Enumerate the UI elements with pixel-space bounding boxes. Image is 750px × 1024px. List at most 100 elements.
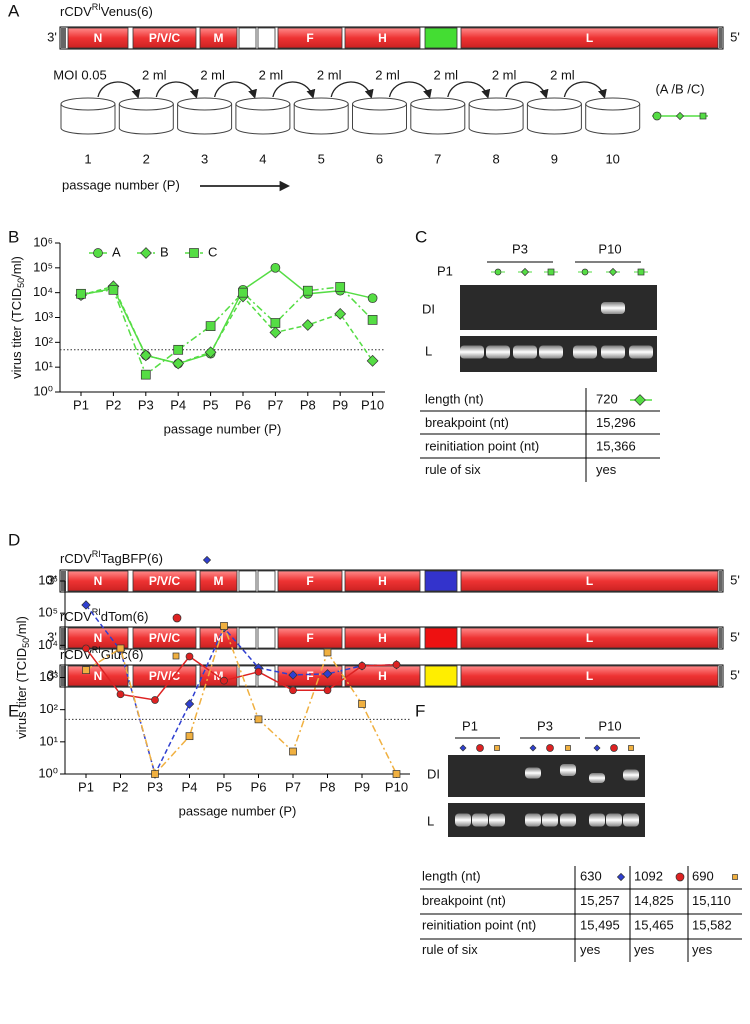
gel-band (629, 345, 653, 359)
transfer-label: 2 ml (492, 67, 517, 82)
data-point (270, 318, 281, 328)
gene-label: P/V/C (149, 631, 181, 645)
lane-label: P1 (437, 263, 453, 278)
table-cell: breakpoint (nt) (425, 415, 509, 430)
dish (235, 104, 291, 135)
data-point (205, 321, 216, 331)
gene-label: P/V/C (149, 669, 181, 683)
legend-label: A (112, 244, 121, 259)
transfer-label: 2 ml (200, 67, 225, 82)
label-part: /ml) (14, 616, 29, 638)
y-tick-label: 10² (34, 334, 53, 349)
gene-label: P/V/C (149, 31, 181, 45)
table-cell: yes (692, 942, 713, 957)
gel-band (460, 345, 484, 359)
genome-end (61, 628, 66, 648)
passage-number: 5 (318, 151, 325, 166)
x-axis-label: passage number (P) (179, 803, 297, 818)
panel-label: F (415, 701, 425, 720)
data-point (323, 648, 332, 657)
gel-band (539, 345, 563, 359)
gene-segment (132, 627, 197, 649)
gel-band (589, 773, 605, 783)
lane-symbol (529, 744, 537, 752)
name-part: TagBFP(6) (101, 551, 163, 566)
dish-top (293, 97, 349, 111)
name-sup: RI (92, 2, 101, 12)
gene-label: P/V/C (149, 574, 181, 588)
group-label: P1 (462, 718, 478, 733)
gene-segment (132, 27, 197, 49)
x-tick-label: P5 (203, 397, 219, 412)
y-tick-label: 10⁶ (38, 572, 58, 587)
genome-end-label: 5' (730, 629, 740, 644)
data-point (270, 262, 281, 273)
data-point (204, 346, 217, 359)
gene-segment (257, 27, 276, 49)
data-point (82, 644, 90, 653)
gene-segment (67, 27, 129, 49)
gene-segment (460, 570, 719, 592)
gel-band (606, 813, 622, 827)
lane-symbol (546, 744, 554, 752)
series-line (80, 285, 374, 365)
data-point (289, 747, 297, 756)
table-symbol (616, 872, 626, 882)
passage-number: 10 (605, 151, 619, 166)
dish (60, 104, 116, 135)
table-cell: length (nt) (422, 868, 481, 883)
table-cell: 1092 (634, 868, 663, 883)
row-label: DI (427, 766, 440, 781)
gene-label: H (378, 574, 387, 588)
legend-symbol (140, 247, 152, 259)
data-point (140, 369, 151, 380)
gene-label: H (378, 31, 387, 45)
legend-symbol (93, 248, 103, 258)
data-point (367, 315, 378, 325)
legend-symbol (172, 613, 182, 623)
group-label: P10 (598, 718, 621, 733)
gene-label: H (378, 631, 387, 645)
data-point (81, 600, 91, 610)
data-point (108, 284, 119, 295)
x-tick-label: P4 (182, 779, 198, 794)
lane-symbol (520, 267, 530, 277)
name-part: Venus(6) (101, 4, 153, 19)
gene-segment (199, 27, 238, 49)
gene-segment (132, 570, 197, 592)
label-part: virus titer (TCID (14, 648, 29, 739)
transfer-arrow (155, 81, 199, 99)
lane-symbol (608, 267, 618, 277)
y-tick-label: 10³ (39, 669, 58, 684)
transfer-arrow (388, 81, 432, 99)
x-tick-label: P7 (267, 397, 283, 412)
gene-segment (344, 570, 421, 592)
name-sup: RI (92, 607, 101, 617)
x-tick-label: P2 (105, 397, 121, 412)
name-part: rCDV (60, 609, 92, 624)
genome-end (719, 28, 722, 48)
y-tick-label: 10¹ (39, 733, 58, 748)
gene-segment (460, 665, 719, 687)
lane-symbol (593, 744, 601, 752)
passage-number: 3 (201, 151, 208, 166)
y-tick-label: 10⁵ (33, 259, 53, 274)
genome-end (719, 666, 722, 686)
dish (585, 104, 641, 135)
lane-symbol (547, 268, 555, 276)
table-cell: rule of six (425, 462, 481, 477)
table-cell: 15,257 (580, 893, 620, 908)
gene-segment (277, 570, 343, 592)
table-cell: 15,465 (634, 917, 674, 932)
dish (118, 104, 174, 135)
axis-label: passage number (P) (62, 177, 180, 192)
transfer-arrow (447, 81, 491, 99)
table-symbol (732, 874, 738, 880)
gene-label: F (306, 631, 313, 645)
genome-end-label: 3' (47, 29, 57, 44)
group-label: P3 (512, 241, 528, 256)
x-tick-label: P8 (320, 779, 336, 794)
data-point (238, 287, 248, 298)
x-tick-label: P2 (113, 779, 129, 794)
dish (293, 104, 349, 135)
